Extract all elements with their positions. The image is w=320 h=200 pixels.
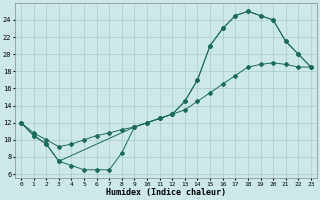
X-axis label: Humidex (Indice chaleur): Humidex (Indice chaleur)	[106, 188, 226, 197]
